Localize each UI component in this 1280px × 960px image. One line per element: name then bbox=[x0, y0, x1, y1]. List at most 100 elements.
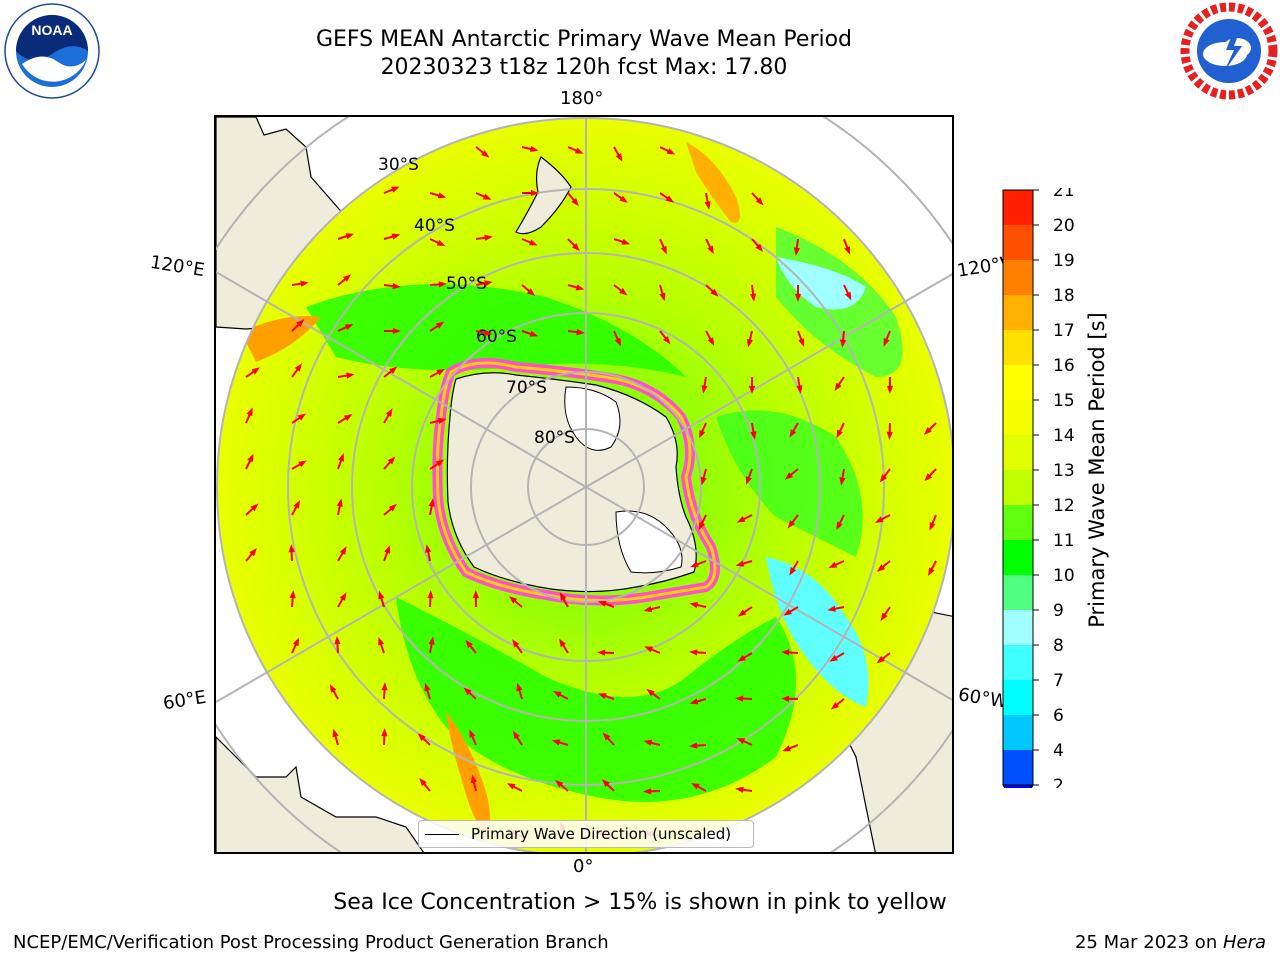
wave-arrow-head bbox=[643, 606, 653, 613]
wave-arrow-head bbox=[750, 431, 757, 440]
wave-arrow-head bbox=[575, 284, 585, 291]
wave-arrow-head bbox=[388, 503, 397, 512]
wave-arrow-head bbox=[417, 733, 426, 742]
wave-arrow-head bbox=[298, 460, 307, 468]
wave-arrow-head bbox=[929, 522, 936, 531]
colorbar-tick-label: 12 bbox=[1053, 496, 1075, 516]
lat-label-80s: 80°S bbox=[534, 428, 575, 448]
wave-arrow-head bbox=[745, 476, 752, 485]
sea-ice-note: Sea Ice Concentration > 15% is shown in … bbox=[333, 890, 947, 915]
wave-arrow-head bbox=[746, 338, 753, 348]
wave-arrow-head bbox=[597, 693, 607, 700]
colorbar-bin bbox=[1003, 260, 1033, 295]
wave-arrow-head bbox=[292, 637, 300, 647]
wave-arrow-head bbox=[480, 150, 490, 158]
wave-arrow-head bbox=[601, 779, 610, 788]
wave-arrow-head bbox=[710, 288, 719, 297]
wave-arrow-head bbox=[469, 729, 476, 739]
wave-arrow-head bbox=[512, 639, 520, 648]
colorbar-bin bbox=[1003, 225, 1033, 260]
colorbar: 2 4 6 7 8 9 10 11 12 13 14 15 16 17 18 19 20 21 bbox=[1002, 181, 1082, 815]
wave-arrow-head bbox=[288, 544, 295, 553]
wave-arrow-head bbox=[334, 636, 341, 645]
wave-arrow-head bbox=[512, 730, 520, 740]
credit-text: NCEP/EMC/Verification Post Processing Pr… bbox=[13, 932, 609, 953]
system-name: Hera bbox=[1222, 932, 1266, 953]
wave-arrow-head bbox=[748, 385, 756, 394]
wave-arrow-head bbox=[836, 429, 843, 439]
lat-label-30s: 30°S bbox=[378, 155, 419, 175]
lat-label-70s: 70°S bbox=[506, 378, 547, 398]
wave-arrow-head bbox=[381, 682, 388, 691]
wave-arrow-head bbox=[828, 561, 838, 568]
map-panel: 30°S 40°S 50°S 60°S 70°S 80°S Primary Wa… bbox=[214, 115, 954, 854]
wave-arrow-head bbox=[247, 453, 254, 463]
date-label: 25 Mar 2023 on bbox=[1074, 932, 1223, 953]
wave-arrow-head bbox=[428, 636, 435, 645]
wave-arrow-head bbox=[425, 544, 432, 553]
wave-arrow-head bbox=[391, 186, 400, 193]
wave-arrow-head bbox=[643, 788, 652, 795]
period-patch-green-1 bbox=[306, 284, 686, 377]
wave-arrow-head bbox=[293, 500, 301, 509]
wave-arrow-head bbox=[798, 338, 805, 347]
colorbar-bin bbox=[1003, 750, 1033, 785]
period-patch-orange-2 bbox=[446, 712, 490, 837]
wave-arrow-head bbox=[597, 649, 606, 656]
wave-arrow-head bbox=[698, 521, 705, 531]
wave-arrow-head bbox=[796, 385, 803, 394]
wave-arrow-head bbox=[249, 547, 257, 557]
colorbar-title: Primary Wave Mean Period [s] bbox=[1085, 312, 1109, 628]
wave-arrow-head bbox=[691, 782, 700, 790]
wave-arrow-head bbox=[839, 477, 846, 486]
map-legend: Primary Wave Direction (unscaled) bbox=[418, 820, 754, 848]
wave-arrow-head bbox=[689, 698, 699, 705]
period-patch-cyan-2 bbox=[776, 257, 866, 310]
colorbar-tick-label: 14 bbox=[1053, 426, 1075, 446]
wave-arrow-head bbox=[659, 292, 666, 302]
wave-arrow-head bbox=[646, 688, 655, 697]
wave-arrow-head bbox=[690, 561, 699, 568]
wave-arrow-head bbox=[749, 293, 757, 302]
period-patch-orange-1 bbox=[686, 142, 740, 223]
wave-arrow-head bbox=[701, 385, 708, 394]
wave-arrow-head bbox=[689, 649, 698, 656]
colorbar-bin bbox=[1003, 295, 1033, 330]
wave-arrow-head bbox=[438, 281, 447, 288]
wave-arrow-head bbox=[665, 195, 674, 203]
colorbar-bin bbox=[1003, 645, 1033, 680]
wave-arrow-head bbox=[755, 197, 764, 206]
wave-arrow-head bbox=[526, 288, 536, 296]
colorbar-bin bbox=[1003, 540, 1033, 575]
wave-arrow-head bbox=[827, 605, 836, 612]
wave-arrow-head bbox=[529, 330, 539, 337]
wave-arrow-head bbox=[553, 690, 562, 698]
wave-arrow-head bbox=[555, 779, 564, 788]
nws-logo bbox=[1180, 2, 1278, 100]
wave-arrow-head bbox=[343, 414, 353, 422]
wave-arrow-head bbox=[378, 590, 385, 600]
graticule bbox=[216, 117, 952, 852]
wave-arrow-head bbox=[470, 774, 477, 784]
wave-arrow-head bbox=[783, 608, 792, 616]
wave-arrow-head bbox=[781, 649, 790, 656]
wave-arrow-head bbox=[874, 516, 884, 523]
wave-arrow-head bbox=[886, 385, 894, 394]
wave-arrow-head bbox=[883, 338, 890, 347]
wave-arrow-head bbox=[428, 498, 435, 507]
date-text: 25 Mar 2023 on Hera bbox=[1075, 932, 1266, 953]
chart-title: GEFS MEAN Antarctic Primary Wave Mean Pe… bbox=[315, 27, 853, 52]
colorbar-tick-label: 20 bbox=[1053, 216, 1075, 236]
noaa-logo: NOAA bbox=[2, 2, 102, 100]
wave-arrow-head bbox=[391, 233, 401, 240]
wave-arrow-head bbox=[529, 239, 538, 246]
wave-arrow-head bbox=[793, 247, 800, 256]
wave-arrow-head bbox=[621, 238, 631, 245]
wave-arrow-head bbox=[437, 192, 447, 199]
wave-arrow-head bbox=[381, 728, 388, 737]
polar-map: 30°S 40°S 50°S 60°S 70°S 80°S bbox=[216, 117, 952, 852]
wave-arrow-head bbox=[576, 329, 585, 336]
colorbar-bin bbox=[1003, 470, 1033, 505]
noaa-logo-text: NOAA bbox=[31, 22, 72, 38]
wave-arrow-head bbox=[660, 245, 667, 255]
